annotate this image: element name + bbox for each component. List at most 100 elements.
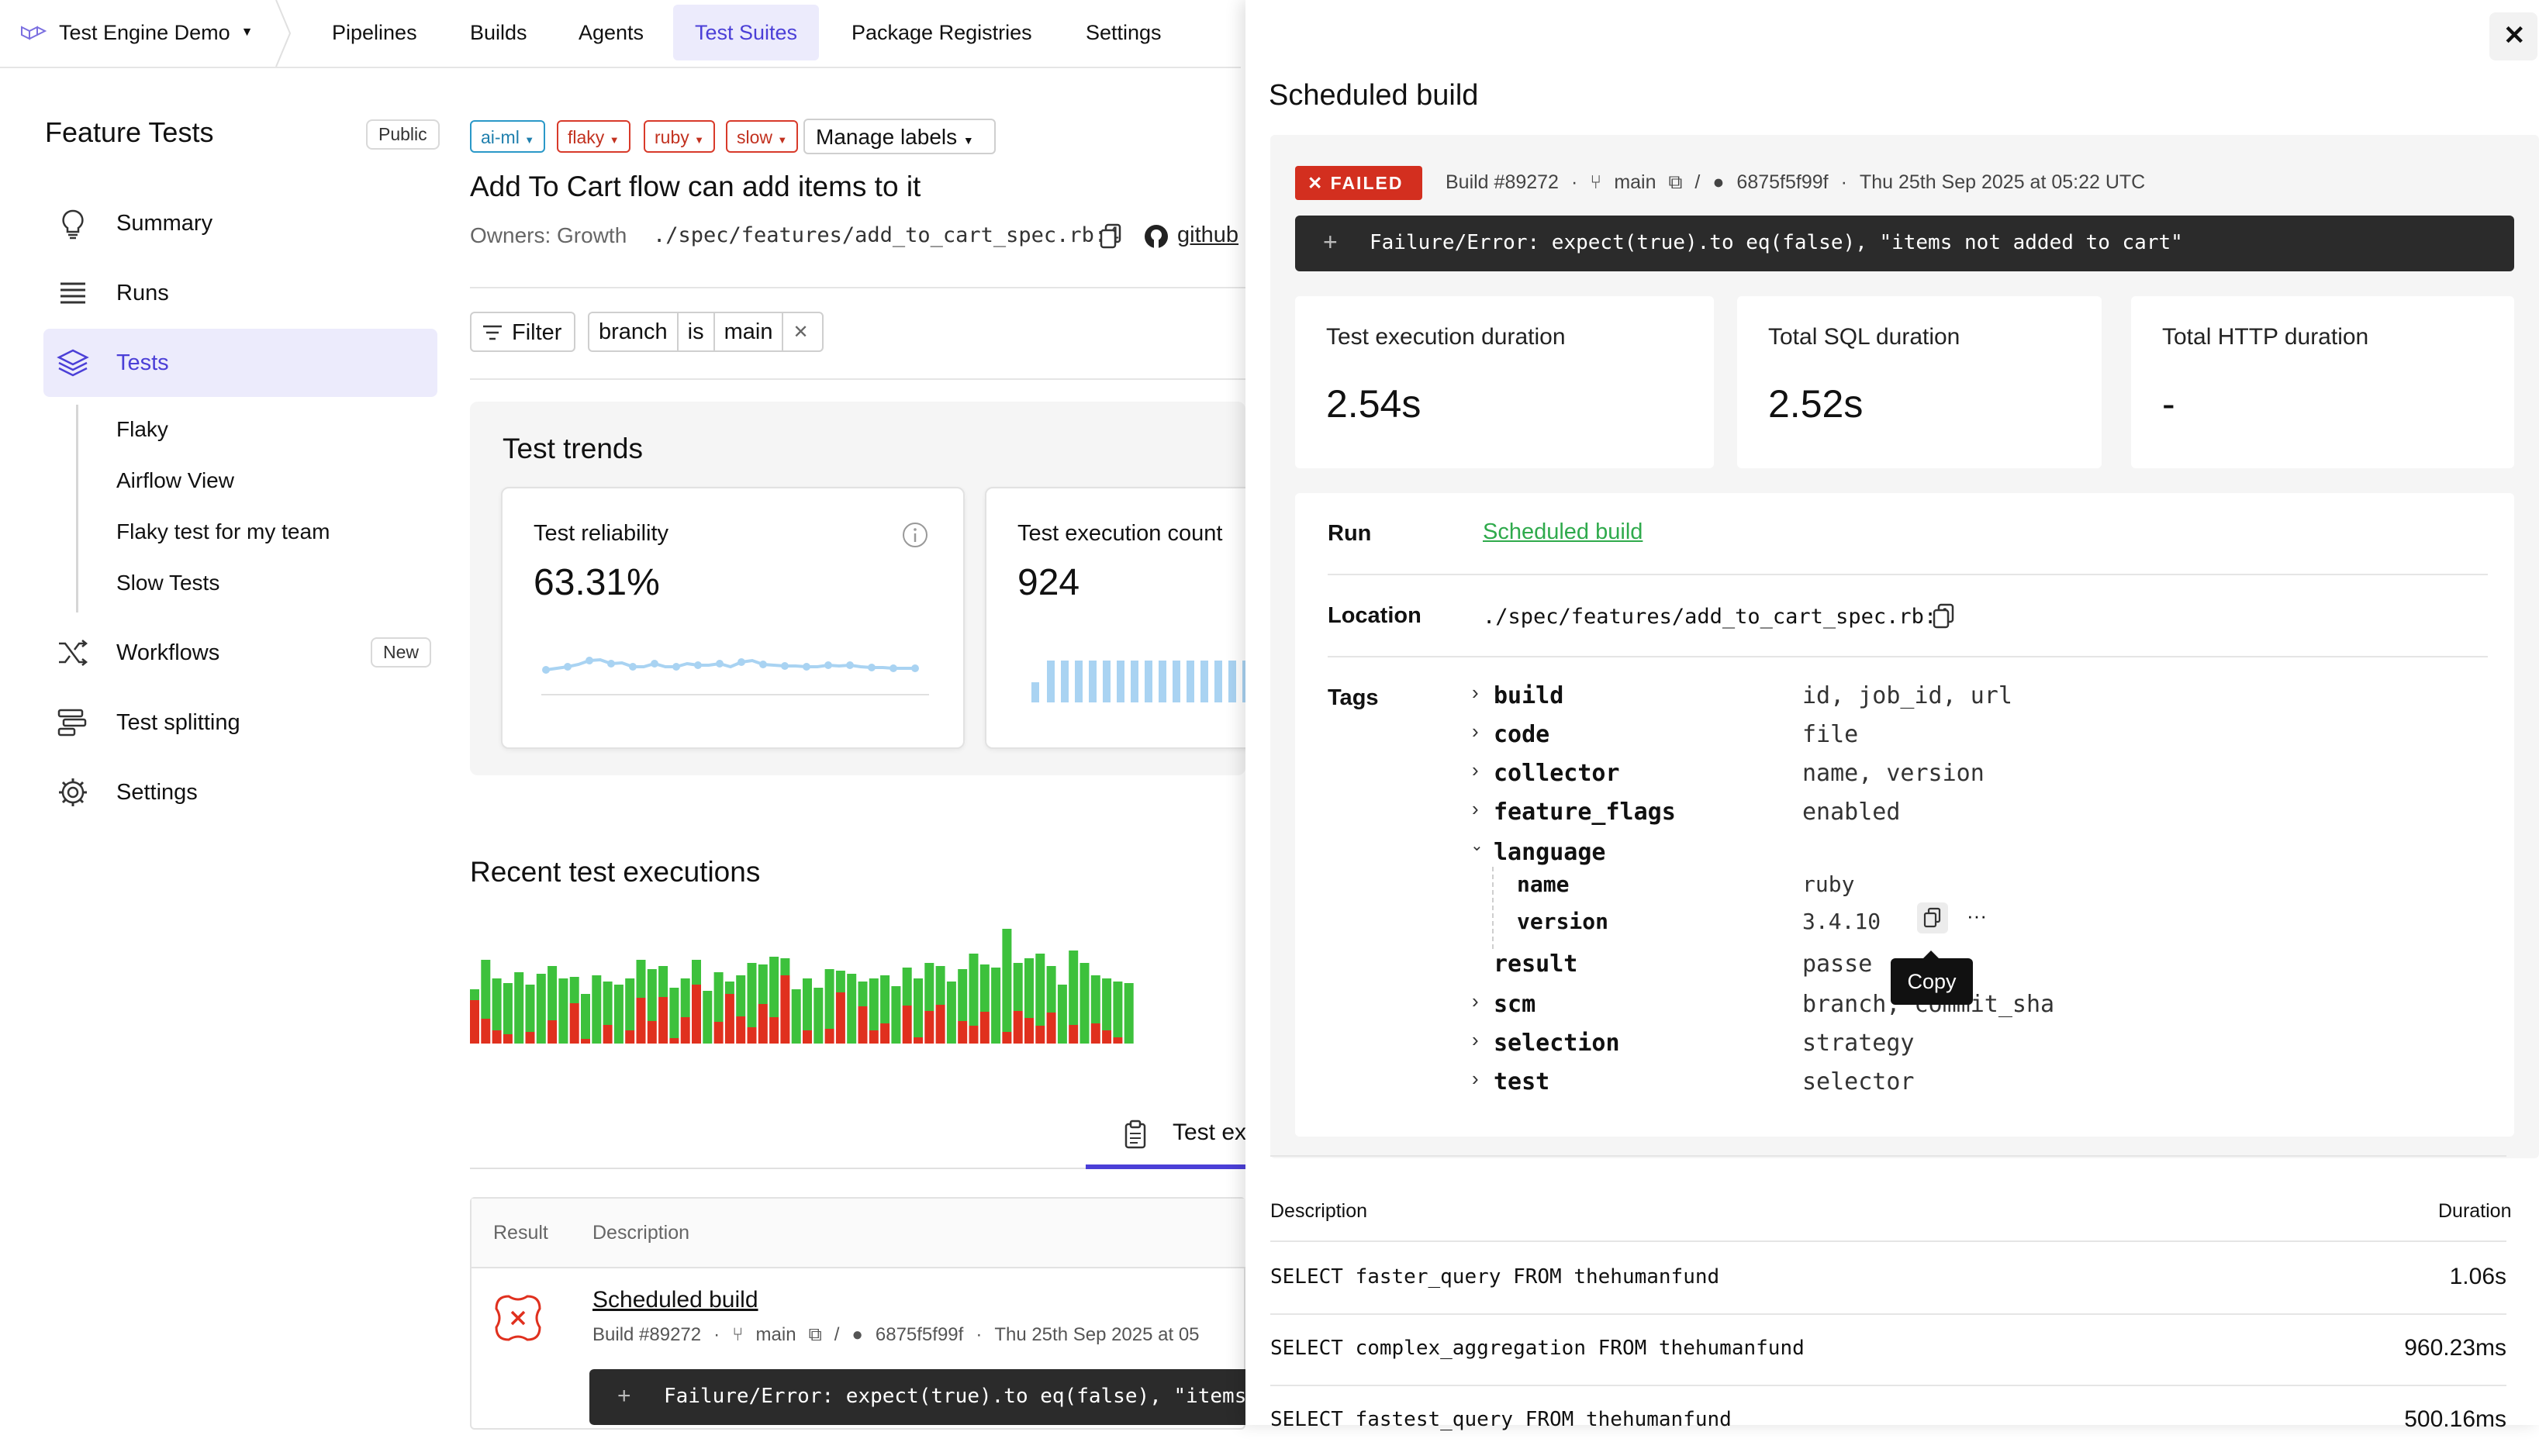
execution-bar-pass[interactable] — [692, 960, 701, 985]
execution-bar-fail[interactable] — [835, 992, 845, 1044]
execution-bar-pass[interactable] — [1090, 975, 1100, 1023]
execution-bar-pass[interactable] — [969, 954, 979, 1026]
info-icon[interactable] — [901, 521, 929, 549]
tag-key[interactable]: feature_flags — [1494, 799, 1676, 826]
nav-package-registries[interactable]: Package Registries — [852, 21, 1032, 44]
nav-pipelines[interactable]: Pipelines — [332, 21, 417, 44]
execution-bar-fail[interactable] — [1002, 1032, 1012, 1044]
copy-value-button[interactable] — [1917, 902, 1948, 933]
execution-bar-pass[interactable] — [835, 971, 845, 992]
execution-bar-fail[interactable] — [769, 1017, 779, 1044]
execution-bar-fail[interactable] — [625, 1030, 635, 1044]
execution-bar-pass[interactable] — [1080, 963, 1090, 1044]
sidebar-subitem-airflow-view[interactable]: Airflow View — [116, 468, 234, 492]
execution-bar-fail[interactable] — [1102, 1030, 1112, 1044]
execution-bar-pass[interactable] — [803, 978, 812, 1030]
chevron-right-icon[interactable]: › — [1472, 797, 1479, 820]
execution-bar-pass[interactable] — [814, 988, 824, 1044]
sidebar-item-summary[interactable]: Summary — [43, 189, 437, 257]
execution-bar-pass[interactable] — [1124, 983, 1134, 1044]
execution-bar-pass[interactable] — [503, 983, 513, 1034]
copy-icon[interactable]: ⧉ — [1668, 171, 1683, 193]
execution-bar-pass[interactable] — [680, 978, 690, 1017]
execution-bar-pass[interactable] — [1035, 954, 1045, 1026]
execution-bar-fail[interactable] — [858, 1006, 868, 1044]
execution-bar-pass[interactable] — [880, 975, 890, 1023]
execution-bar-pass[interactable] — [1057, 985, 1067, 1044]
sidebar-subitem-slow-tests[interactable]: Slow Tests — [116, 571, 220, 595]
execution-bar-pass[interactable] — [658, 966, 668, 997]
label-tag-slow[interactable]: slow ▼ — [726, 120, 799, 153]
execution-bar-fail[interactable] — [935, 1005, 945, 1044]
execution-bar-fail[interactable] — [1113, 1037, 1123, 1044]
filter-button[interactable]: Filter — [470, 312, 575, 352]
execution-bar-fail[interactable] — [969, 1026, 979, 1044]
execution-bar-pass[interactable] — [525, 985, 535, 1032]
manage-labels-button[interactable]: Manage labels ▼ — [803, 119, 996, 154]
execution-bar-pass[interactable] — [1002, 929, 1012, 1032]
tag-key[interactable]: build — [1494, 682, 1564, 709]
execution-bar-fail[interactable] — [658, 997, 668, 1044]
sidebar-item-test-splitting[interactable]: Test splitting — [43, 688, 437, 757]
execution-bar-pass[interactable] — [736, 975, 746, 1016]
execution-bar-pass[interactable] — [548, 966, 558, 1020]
execution-bar-pass[interactable] — [492, 978, 502, 1030]
execution-bar-fail[interactable] — [581, 1039, 590, 1044]
execution-bar-fail[interactable] — [647, 1021, 657, 1044]
tag-key[interactable]: code — [1494, 721, 1550, 748]
chevron-right-icon[interactable]: › — [1472, 758, 1479, 781]
execution-bar-fail[interactable] — [803, 1030, 812, 1044]
execution-bar-pass[interactable] — [703, 991, 713, 1044]
execution-bar-pass[interactable] — [958, 969, 968, 1021]
chevron-right-icon[interactable]: › — [1472, 1028, 1479, 1051]
tag-key[interactable]: test — [1494, 1068, 1550, 1095]
chevron-down-icon[interactable]: ⌄ — [1470, 837, 1484, 854]
execution-bar-fail[interactable] — [869, 1030, 879, 1044]
execution-bar-pass[interactable] — [924, 963, 934, 1011]
execution-bar-pass[interactable] — [713, 972, 724, 1022]
execution-bar-fail[interactable] — [780, 975, 790, 1044]
chevron-right-icon[interactable]: › — [1472, 989, 1479, 1013]
execution-bar-pass[interactable] — [891, 986, 901, 1044]
close-button[interactable]: ✕ — [2489, 12, 2537, 60]
more-icon[interactable]: ··· — [1967, 904, 1987, 927]
execution-bar-pass[interactable] — [1113, 982, 1123, 1037]
execution-bar-fail[interactable] — [481, 1019, 491, 1044]
chevron-right-icon[interactable]: › — [1472, 681, 1479, 704]
execution-bar-pass[interactable] — [581, 994, 590, 1039]
execution-bar-pass[interactable] — [979, 964, 990, 1012]
execution-bar-pass[interactable] — [780, 958, 790, 975]
execution-bar-fail[interactable] — [1024, 1018, 1034, 1044]
execution-bar-pass[interactable] — [1013, 963, 1023, 1011]
execution-bar-pass[interactable] — [914, 978, 923, 1037]
sidebar-item-settings[interactable]: Settings — [43, 758, 437, 826]
nav-agents[interactable]: Agents — [579, 21, 644, 44]
execution-bar-fail[interactable] — [724, 994, 734, 1044]
execution-bar-fail[interactable] — [525, 1032, 535, 1044]
execution-bar-fail[interactable] — [680, 1017, 690, 1044]
copy-icon[interactable] — [1933, 603, 1956, 630]
execution-bar-fail[interactable] — [1013, 1011, 1023, 1044]
copy-icon[interactable] — [1100, 223, 1123, 250]
error-block[interactable]: + Failure/Error: expect(true).to eq(fals… — [1295, 216, 2514, 271]
execution-bar-pass[interactable] — [1102, 978, 1112, 1030]
execution-bar-fail[interactable] — [603, 1025, 613, 1044]
tag-key[interactable]: selection — [1494, 1030, 1620, 1057]
execution-bar-pass[interactable] — [514, 972, 524, 1044]
execution-bar-pass[interactable] — [869, 978, 879, 1030]
execution-bar-pass[interactable] — [647, 969, 657, 1021]
execution-bar-pass[interactable] — [758, 964, 768, 1004]
tab-test-executions[interactable]: Test ex — [1173, 1120, 1247, 1145]
execution-bar-fail[interactable] — [569, 1003, 579, 1044]
execution-bar-fail[interactable] — [924, 1011, 934, 1044]
execution-bar-pass[interactable] — [603, 982, 613, 1025]
execution-bar-pass[interactable] — [747, 963, 757, 1027]
execution-bar-fail[interactable] — [548, 1020, 558, 1044]
execution-bar-fail[interactable] — [692, 985, 701, 1044]
execution-bar-fail[interactable] — [736, 1016, 746, 1044]
sidebar-item-runs[interactable]: Runs — [43, 259, 437, 327]
sidebar-subitem-flaky[interactable]: Flaky — [116, 417, 168, 441]
execution-bar-pass[interactable] — [569, 977, 579, 1003]
execution-bar-pass[interactable] — [470, 989, 479, 1000]
sidebar-item-workflows[interactable]: Workflows — [43, 619, 437, 687]
